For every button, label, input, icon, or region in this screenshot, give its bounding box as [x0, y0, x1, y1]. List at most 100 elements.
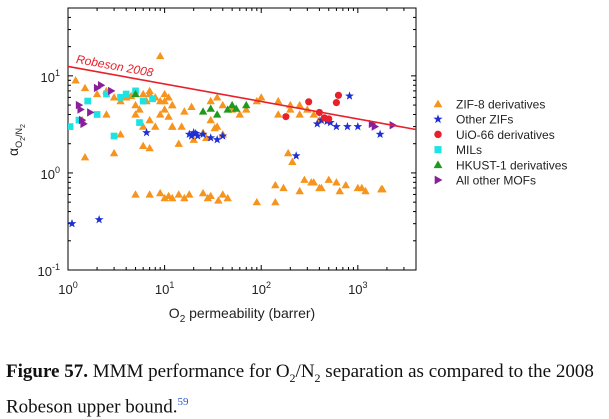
data-point — [174, 139, 183, 147]
y-tick-label: 100 — [41, 165, 60, 182]
data-point — [191, 128, 201, 138]
data-point — [155, 188, 165, 197]
data-point — [334, 91, 343, 99]
data-point — [136, 119, 143, 126]
data-point — [164, 112, 173, 120]
legend-label: HKUST-1 derivatives — [456, 158, 567, 172]
data-point — [87, 108, 95, 117]
data-point — [108, 86, 116, 96]
data-point — [185, 190, 194, 198]
data-point — [282, 113, 290, 121]
x-tick-label: 102 — [251, 280, 270, 297]
data-point — [160, 89, 169, 98]
legend-item: All other MOFs — [434, 174, 536, 188]
data-point — [332, 121, 341, 131]
data-points — [68, 51, 397, 228]
data-point — [202, 133, 211, 141]
data-point — [139, 97, 147, 105]
data-point — [177, 122, 186, 130]
data-point — [168, 122, 177, 130]
legend-marker — [433, 114, 443, 124]
data-point — [180, 107, 189, 115]
legend-item: UiO-66 derivatives — [434, 128, 555, 142]
data-point — [309, 178, 318, 186]
data-point — [324, 175, 333, 183]
data-point — [271, 197, 280, 206]
data-point — [309, 110, 318, 118]
data-point — [332, 99, 340, 107]
data-point — [164, 93, 173, 101]
data-point — [335, 186, 344, 195]
data-point — [77, 105, 85, 114]
data-point — [377, 184, 386, 193]
data-point — [353, 121, 363, 131]
data-point — [117, 94, 124, 101]
legend-label: Other ZIFs — [456, 113, 513, 127]
data-point — [317, 183, 326, 192]
data-point — [295, 110, 304, 118]
data-point — [274, 96, 283, 105]
data-point — [295, 100, 304, 109]
data-point — [371, 122, 380, 131]
data-point — [343, 121, 352, 131]
legend-label: ZIF-8 derivatives — [456, 98, 545, 112]
data-point — [312, 119, 322, 128]
reference-link[interactable]: 59 — [177, 395, 189, 408]
data-point — [138, 141, 148, 150]
series-1 — [68, 91, 385, 228]
legend-item: HKUST-1 derivatives — [433, 158, 567, 172]
data-point — [218, 100, 227, 109]
data-point — [223, 193, 232, 202]
data-point — [212, 93, 222, 101]
data-point — [305, 98, 313, 106]
data-point — [212, 110, 222, 118]
data-point — [357, 183, 367, 192]
data-point — [291, 151, 301, 160]
data-point — [103, 90, 110, 98]
robeson-layer: Robeson 2008 — [67, 52, 417, 131]
x-tick-label: 100 — [58, 280, 77, 297]
data-point — [151, 122, 160, 130]
data-point — [155, 51, 165, 60]
data-point — [198, 107, 208, 115]
data-point — [145, 115, 154, 124]
x-tick-label: 101 — [155, 280, 174, 297]
data-point — [252, 197, 262, 206]
data-point — [145, 143, 154, 152]
data-point — [145, 89, 154, 98]
data-point — [174, 190, 183, 198]
data-point — [242, 105, 251, 113]
legend-marker — [433, 99, 443, 108]
data-point — [80, 83, 90, 92]
data-point — [160, 105, 169, 113]
data-point — [168, 193, 177, 202]
legend-marker — [434, 130, 442, 139]
data-point — [142, 128, 151, 137]
data-point — [122, 90, 130, 98]
data-point — [135, 105, 144, 113]
series-4 — [131, 89, 251, 118]
data-point — [131, 89, 140, 98]
data-point — [187, 102, 196, 110]
data-point — [155, 110, 165, 118]
data-point — [218, 190, 227, 198]
data-point — [110, 132, 118, 140]
data-point — [223, 105, 232, 113]
figure-caption: Figure 57. MMM performance for O2/N2 sep… — [6, 361, 594, 418]
legend-item: Other ZIFs — [433, 113, 513, 127]
legend-item: ZIF-8 derivatives — [433, 98, 545, 112]
data-point — [145, 190, 154, 198]
data-point — [68, 219, 77, 228]
figure-label: Figure 57. — [6, 361, 88, 382]
x-axis-label: O2 permeability (barrer) — [169, 305, 315, 325]
data-point — [80, 153, 90, 161]
data-point — [210, 123, 219, 132]
data-point — [131, 190, 140, 198]
data-point — [345, 91, 354, 100]
data-point — [180, 193, 189, 202]
plot-frame — [67, 7, 417, 271]
data-point — [279, 183, 288, 192]
